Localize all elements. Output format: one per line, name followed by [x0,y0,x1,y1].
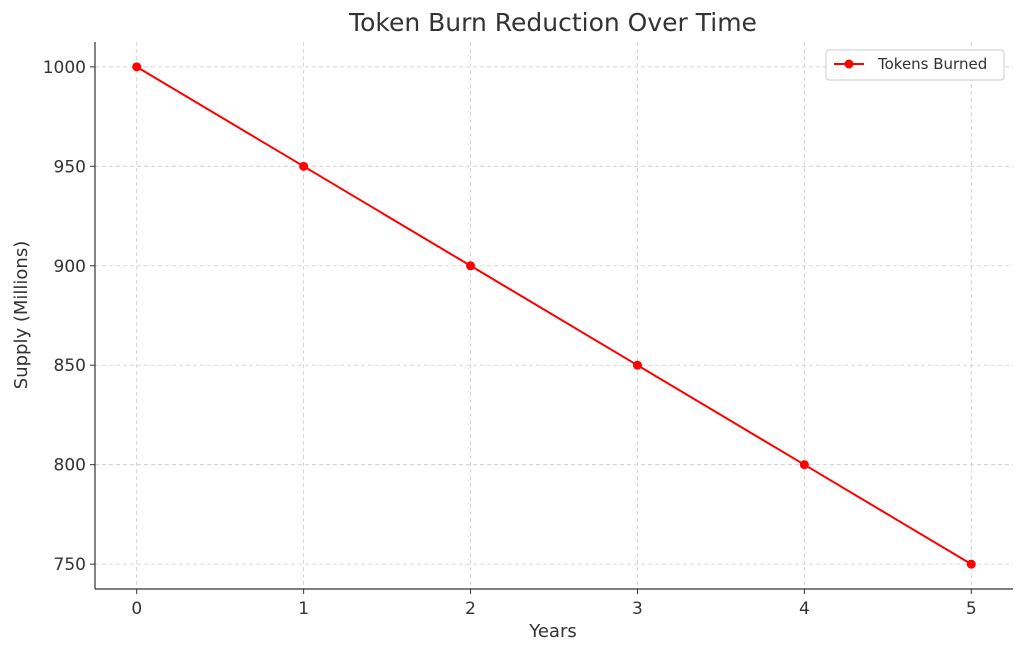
tick-labels: 0 1 2 3 4 5 750 800 850 900 950 1000 [43,58,977,619]
x-tick-label: 2 [465,599,476,619]
data-point [632,360,642,370]
x-axis-label: Years [528,621,577,642]
legend-series-label: Tokens Burned [877,55,987,73]
y-tick-label: 950 [54,157,86,177]
data-point [966,559,976,569]
axes [94,42,1013,590]
x-tick-label: 5 [966,599,977,619]
x-tick-label: 4 [799,599,810,619]
legend-series-marker [844,59,854,69]
data-point [132,62,142,72]
chart-title: Token Burn Reduction Over Time [348,8,757,37]
data-point [799,460,809,470]
x-tick-label: 3 [632,599,643,619]
x-tick-label: 1 [298,599,309,619]
y-axis-label: Supply (Millions) [11,241,32,389]
data-series [132,62,976,569]
series-line-0 [136,66,972,565]
y-tick-label: 900 [54,257,86,277]
data-point [299,161,309,171]
y-tick-label: 750 [54,555,86,575]
data-point [466,261,476,271]
y-tick-label: 800 [54,456,86,476]
legend: Tokens Burned [825,49,1005,81]
legend-box [825,49,1005,81]
x-tick-label: 0 [131,599,142,619]
y-tick-label: 850 [54,356,86,376]
y-tick-label: 1000 [43,58,86,78]
